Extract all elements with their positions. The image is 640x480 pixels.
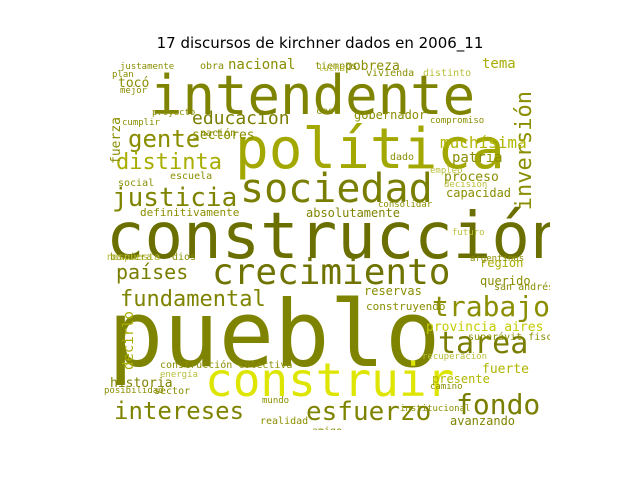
word-empleo: empleo — [430, 166, 463, 176]
word-intendente: intendente — [150, 64, 476, 127]
word-compromiso: compromiso — [430, 116, 485, 126]
word-fundamental: fundamental — [120, 287, 266, 312]
word-realidad: realidad — [260, 416, 309, 427]
word-posibilidad: posibilidad — [104, 386, 164, 396]
word-tarea: tarea — [438, 326, 529, 361]
word-social: social — [118, 178, 155, 189]
word-region: región — [480, 256, 524, 270]
word-presente: presente — [432, 372, 490, 386]
word-distinta: distinta — [116, 150, 222, 175]
word-sociedad: sociedad — [240, 166, 433, 212]
word-pobreza: pobreza — [345, 59, 400, 74]
word-educacion: educación — [192, 108, 290, 129]
word-sector: sector — [154, 386, 191, 397]
word-provincia-aires: provincia aires — [426, 320, 544, 335]
word-recuperacion: recuperación — [422, 352, 488, 362]
word-construccion: construcción — [106, 200, 550, 274]
word-esfuerzo: esfuerzo — [306, 397, 432, 427]
word-obra: obra — [200, 61, 225, 72]
word-querido: querido — [480, 274, 531, 288]
word-tema: tema — [482, 57, 516, 72]
word-reservas: reservas — [364, 284, 422, 298]
word-sectores: sectores — [192, 128, 255, 143]
word-proyecto: proyecto — [152, 108, 196, 118]
word-energia: energía — [160, 370, 198, 380]
word-dado: dado — [390, 152, 415, 163]
word-toco: tocó — [118, 76, 150, 91]
word-construyendo: construyendo — [366, 300, 446, 313]
word-respuesta: respuesta — [106, 252, 161, 263]
word-futuro: futuro — [452, 228, 485, 238]
word-tiempos: tiempos — [315, 61, 358, 72]
word-muchisima: muchísima — [440, 133, 527, 152]
word-bandera: bandera — [110, 252, 153, 263]
word-construir: construir — [205, 353, 455, 407]
word-mundo: mundo — [262, 396, 290, 406]
word-gente: gente — [128, 125, 201, 153]
word-fondo: fondo — [456, 388, 541, 421]
word-mejor: mejor — [120, 86, 148, 96]
word-vivienda: vivienda — [366, 68, 415, 79]
word-fuerte: fuerte — [482, 362, 529, 377]
chart-title: 17 discursos de kirchner dados en 2006_1… — [156, 34, 484, 52]
word-escuela: escuela — [170, 171, 213, 182]
word-justicia: justicia — [112, 183, 238, 213]
word-politica: política — [235, 117, 505, 182]
word-argentinos: argentinos — [470, 254, 525, 264]
word-cumplir: cumplir — [122, 118, 160, 128]
word-historia: historia — [110, 376, 173, 391]
word-institucional: institucional — [400, 404, 471, 414]
word-san-andres: san andrés — [494, 282, 550, 293]
word-crecimiento: crecimiento — [212, 252, 451, 293]
word-cloud: intendente política construcción pueblo … — [100, 57, 550, 430]
word-absolutamente: absolutamente — [306, 206, 400, 220]
word-capacidad: capacidad — [446, 186, 512, 200]
word-gobernador: gobernador — [354, 108, 427, 122]
word-consolidar: consolidar — [378, 200, 433, 210]
word-definitivamente: definitivamente — [140, 206, 240, 219]
word-dios: dios — [172, 252, 197, 263]
word-justamente: justamente — [120, 62, 175, 72]
word-lucha: lucha — [318, 64, 346, 74]
word-pueblo: pueblo — [108, 281, 441, 388]
word-plan: plan — [112, 70, 134, 80]
word-paises: países — [116, 260, 189, 284]
word-amigo: amigo — [312, 427, 342, 431]
word-distinto: distinto — [423, 68, 472, 79]
word-patria: patria — [452, 150, 503, 166]
word-decision: decisión — [444, 180, 488, 190]
word-decirlo: decirlo — [121, 311, 137, 371]
word-avanzando: avanzando — [450, 414, 516, 428]
word-intereses: intereses — [114, 397, 245, 425]
word-proceso: proceso — [444, 170, 499, 185]
word-nacional: nacional — [228, 57, 296, 73]
word-superavit-fiscal: superávit fiscal — [468, 332, 550, 343]
word-trabajo: trabajo — [432, 290, 550, 323]
word-construccion-colectiva: construcción colectiva — [160, 360, 293, 371]
word-caso: caso — [316, 106, 341, 117]
word-nacion: nación — [200, 128, 237, 139]
word-camino: camino — [430, 382, 463, 392]
